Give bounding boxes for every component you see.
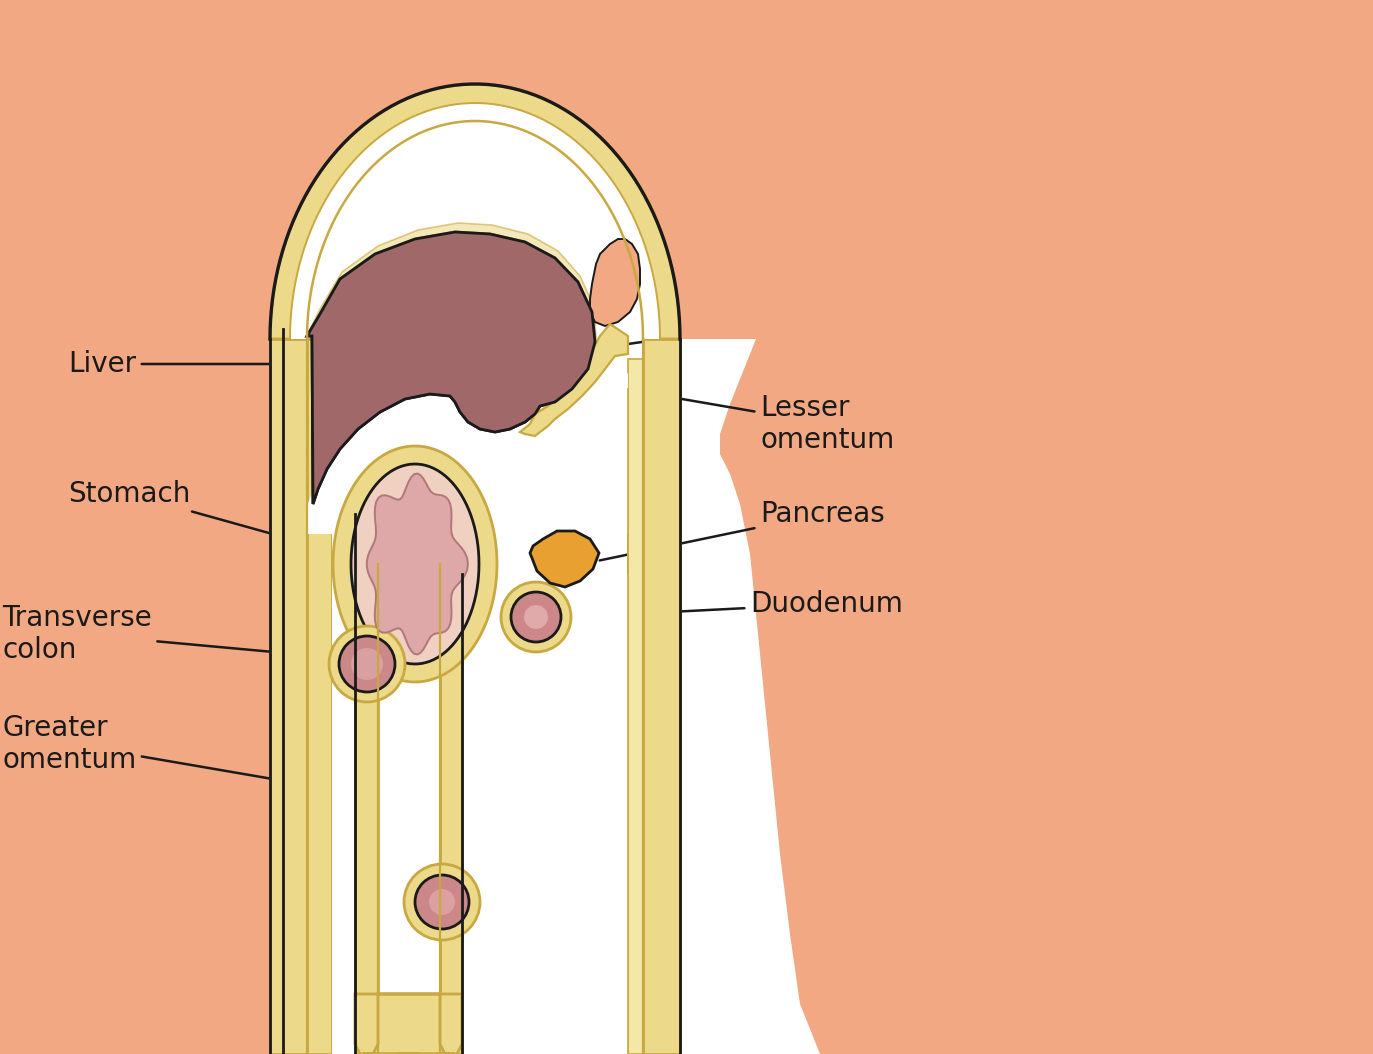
Text: Greater
omentum: Greater omentum <box>1 714 357 794</box>
Circle shape <box>428 889 454 915</box>
Polygon shape <box>0 0 1373 339</box>
Polygon shape <box>308 339 332 1054</box>
Polygon shape <box>308 341 627 534</box>
Polygon shape <box>378 564 439 1054</box>
Polygon shape <box>270 339 283 1054</box>
Polygon shape <box>218 234 232 246</box>
Polygon shape <box>530 531 599 587</box>
Circle shape <box>339 636 395 692</box>
Text: Transverse
colon: Transverse colon <box>1 604 402 664</box>
Polygon shape <box>270 84 680 339</box>
Polygon shape <box>0 0 283 1054</box>
Polygon shape <box>332 514 356 1054</box>
Text: Lesser
omentum: Lesser omentum <box>597 385 894 454</box>
Polygon shape <box>590 239 640 326</box>
Polygon shape <box>356 994 461 1054</box>
Circle shape <box>501 582 571 652</box>
Circle shape <box>415 875 470 929</box>
Polygon shape <box>351 464 479 664</box>
Text: Duodenum: Duodenum <box>574 590 903 618</box>
Polygon shape <box>627 359 643 1054</box>
Polygon shape <box>290 103 660 339</box>
Text: Liver: Liver <box>69 350 338 378</box>
Polygon shape <box>270 339 308 1054</box>
Circle shape <box>511 592 562 642</box>
Text: Stomach: Stomach <box>69 480 378 563</box>
Polygon shape <box>520 324 627 436</box>
Text: Lesser sac: Lesser sac <box>563 300 905 353</box>
Polygon shape <box>308 223 596 341</box>
Polygon shape <box>461 574 627 1054</box>
Polygon shape <box>211 296 228 319</box>
Polygon shape <box>330 126 621 250</box>
Polygon shape <box>308 232 595 504</box>
Circle shape <box>351 648 383 680</box>
Polygon shape <box>356 514 378 1054</box>
Polygon shape <box>334 446 497 682</box>
Circle shape <box>404 864 481 940</box>
Circle shape <box>330 626 405 702</box>
Polygon shape <box>367 473 468 655</box>
Polygon shape <box>439 574 461 1054</box>
Polygon shape <box>719 0 1373 1054</box>
Polygon shape <box>308 232 595 504</box>
Text: Bare
area of liver: Bare area of liver <box>615 183 987 278</box>
Polygon shape <box>643 339 680 1054</box>
Text: Pancreas: Pancreas <box>600 500 884 561</box>
Circle shape <box>524 605 548 629</box>
Polygon shape <box>308 121 643 339</box>
